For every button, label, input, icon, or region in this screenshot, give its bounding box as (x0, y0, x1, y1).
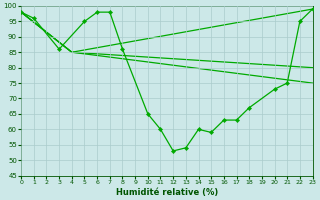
X-axis label: Humidité relative (%): Humidité relative (%) (116, 188, 218, 197)
